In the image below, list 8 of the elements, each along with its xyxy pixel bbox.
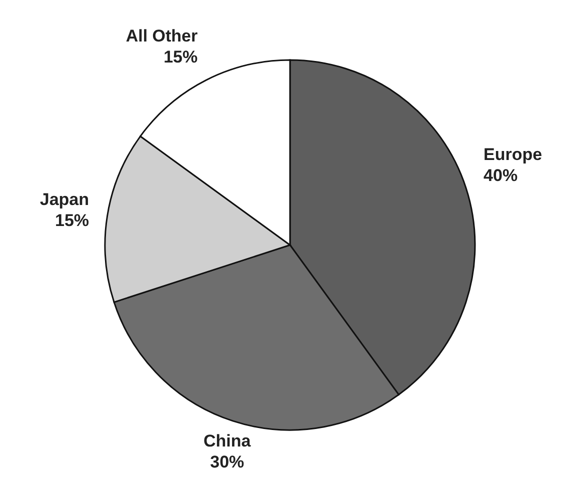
data-label: 40% (484, 166, 518, 186)
data-label: 30% (210, 452, 244, 472)
slice-label: Japan (40, 190, 90, 210)
slice-label: All Other (126, 26, 198, 46)
slice-label: Europe (484, 145, 542, 164)
slice-label: China (204, 432, 252, 451)
data-label: 15% (164, 48, 198, 67)
data-label: 15% (54, 211, 90, 230)
